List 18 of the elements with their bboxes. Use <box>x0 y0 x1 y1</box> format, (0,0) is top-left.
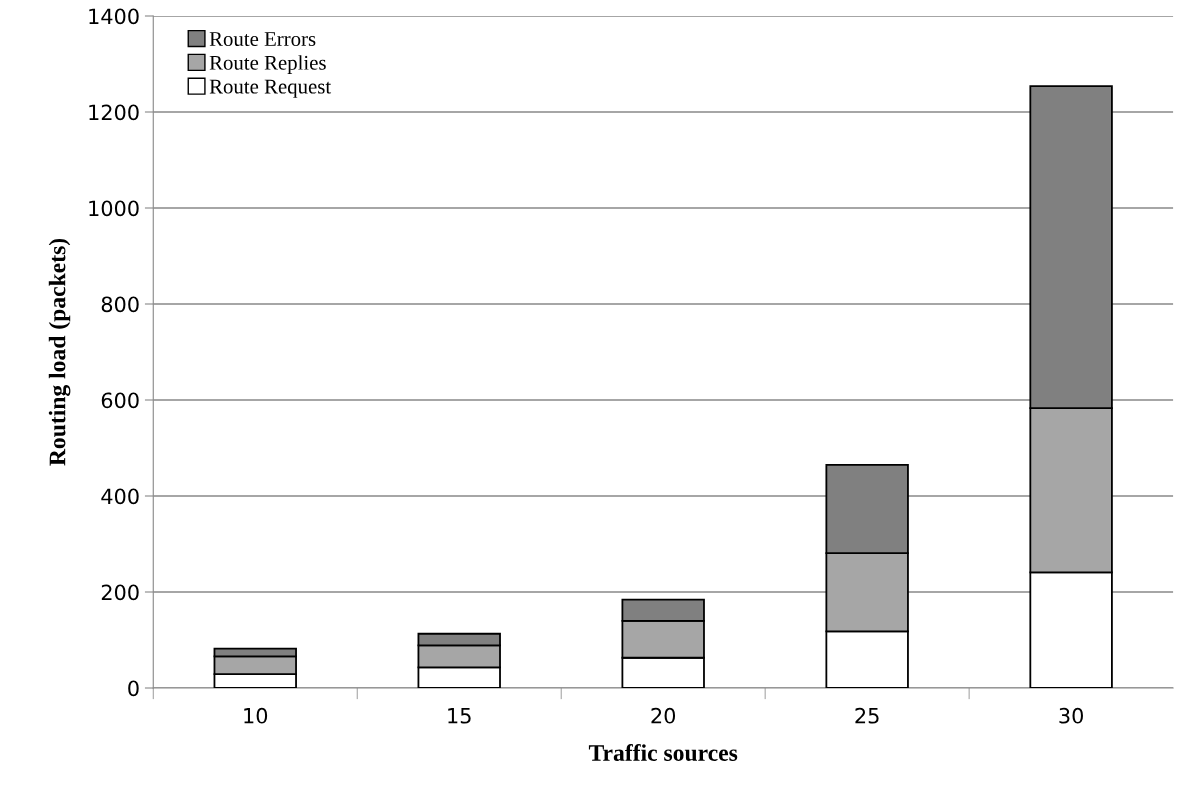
x-tick-label: 20 <box>651 707 676 724</box>
y-tick-label: 0 <box>128 680 139 697</box>
x-tick-label: 10 <box>244 707 268 724</box>
x-tick-label: 15 <box>448 708 471 724</box>
y-tick-label: 200 <box>101 584 139 601</box>
legend-label: Route Replies <box>209 55 326 75</box>
legend-label: Route Errors <box>209 32 316 46</box>
y-tick-label: 1200 <box>89 104 139 121</box>
x-tick-label: 30 <box>1059 707 1083 724</box>
y-tick-label: 400 <box>101 488 139 505</box>
y-tick-label: 800 <box>101 296 139 313</box>
x-axis-title: Traffic sources <box>588 744 738 761</box>
legend-label: Route Request <box>209 79 332 98</box>
y-tick-label: 600 <box>101 392 139 409</box>
y-tick-label: 1000 <box>89 200 139 217</box>
y-axis-title: Routing load (packets) <box>48 238 71 466</box>
x-tick-label: 25 <box>855 707 879 724</box>
y-tick-label: 1400 <box>89 8 139 25</box>
